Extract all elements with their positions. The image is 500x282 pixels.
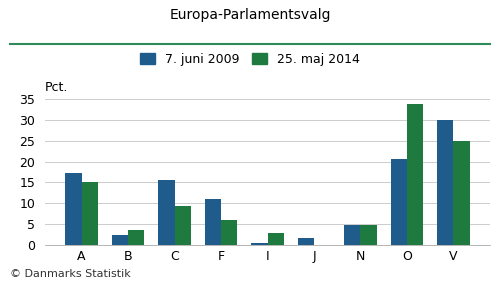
Text: © Danmarks Statistik: © Danmarks Statistik [10,269,131,279]
Bar [174,206,191,245]
Text: Pct.: Pct. [44,81,68,94]
Bar [344,225,360,245]
Bar [454,141,470,245]
Bar [112,235,128,245]
Bar [268,233,284,245]
Bar [82,182,98,245]
Bar [437,120,454,245]
Bar [221,220,238,245]
Legend: 7. juni 2009, 25. maj 2014: 7. juni 2009, 25. maj 2014 [140,53,360,66]
Bar [390,159,407,245]
Bar [407,104,424,245]
Bar [360,225,377,245]
Bar [128,230,144,245]
Bar [158,180,174,245]
Bar [204,199,221,245]
Bar [298,238,314,245]
Text: Europa-Parlamentsvalg: Europa-Parlamentsvalg [169,8,331,23]
Bar [251,243,268,245]
Bar [65,173,82,245]
